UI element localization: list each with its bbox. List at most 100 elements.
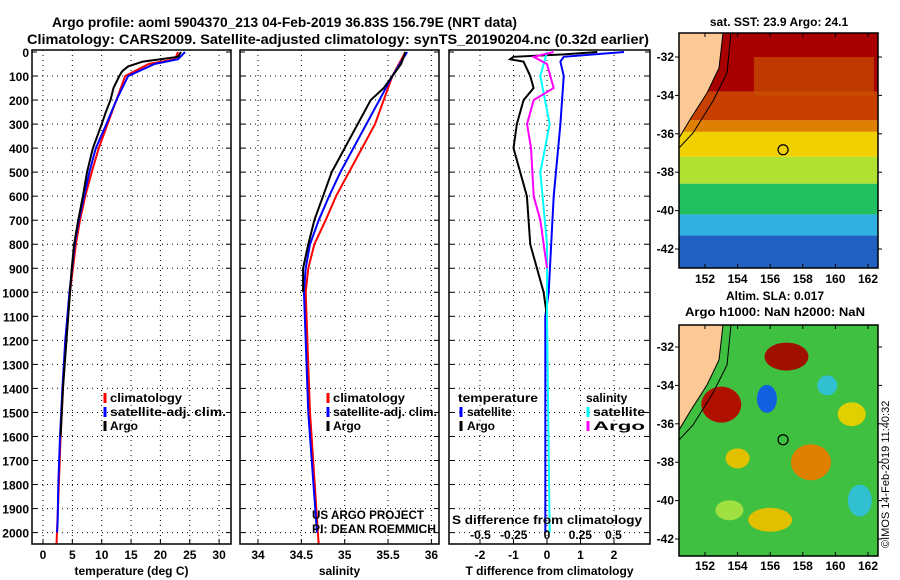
y-tick-label: 700	[9, 214, 29, 228]
series-line-argo	[59, 51, 182, 437]
lat-tick-label: -34	[657, 378, 675, 392]
x-tick-label: 34	[251, 548, 265, 562]
lat-tick-label: -32	[657, 340, 675, 354]
y-tick-label: 1500	[2, 406, 29, 420]
lon-tick-label: 160	[825, 559, 845, 573]
y-tick-label: 900	[9, 262, 29, 276]
legend-label: Argo	[110, 419, 138, 433]
float-location-marker	[777, 144, 789, 156]
map-frame	[678, 32, 879, 269]
x-tick-label: 20	[154, 548, 168, 562]
sla-eddy	[756, 384, 777, 413]
map-field	[679, 325, 878, 556]
land-australia	[679, 33, 724, 139]
series-line-argo	[302, 51, 407, 293]
s-axis-label: S difference from climatology	[452, 513, 642, 527]
y-tick-label: 200	[9, 94, 29, 108]
sla-eddy	[748, 507, 793, 532]
sla-eddy	[715, 500, 744, 521]
sla-eddy	[817, 375, 838, 396]
y-tick-label: 1600	[2, 430, 29, 444]
legend-title-salinity: salinity	[586, 391, 628, 405]
series-line-t-argo	[507, 51, 598, 317]
plot-frame	[31, 49, 232, 545]
sla-eddy	[837, 402, 866, 427]
y-tick-label: 100	[9, 70, 29, 84]
y-tick-label: 2000	[2, 527, 29, 541]
sst-band	[679, 120, 878, 132]
series-line-satellite-adj-clim-	[56, 51, 186, 533]
y-tick-label: 300	[9, 118, 29, 132]
float-location-marker	[777, 434, 789, 446]
lon-tick-label: 154	[728, 272, 748, 286]
lon-tick-label: 162	[858, 559, 878, 573]
sla-eddy	[701, 386, 742, 423]
sst-band	[679, 156, 878, 184]
legend-label: satellite	[593, 405, 645, 419]
x-axis-label: temperature (deg C)	[74, 564, 188, 578]
x-tick-label: 30	[212, 548, 226, 562]
sst-band	[679, 235, 878, 268]
lon-tick-label: 156	[760, 559, 780, 573]
sst-map-title: sat. SST: 23.9 Argo: 24.1	[710, 15, 849, 29]
y-tick-label: 1800	[2, 479, 29, 493]
y-tick-label: 1400	[2, 382, 29, 396]
s-tick-label: -0.5	[470, 528, 491, 542]
s-tick-label: 0	[544, 528, 551, 542]
credit-line-1: US ARGO PROJECT	[312, 508, 425, 522]
depth-contour	[679, 33, 732, 149]
y-tick-label: 600	[9, 190, 29, 204]
y-tick-label: 1100	[3, 310, 29, 324]
lon-tick-label: 154	[728, 559, 748, 573]
lon-tick-label: 158	[793, 559, 813, 573]
sla-eddy	[725, 448, 750, 469]
x-tick-label: 0	[544, 548, 551, 562]
lon-tick-label: 162	[858, 272, 878, 286]
legend-title-temperature: temperature	[458, 391, 538, 405]
sst-band	[679, 131, 878, 157]
lon-tick-label: 156	[760, 272, 780, 286]
copyright-label: ©IMOS 14-Feb-2019 11:40:32	[880, 400, 892, 548]
x-tick-label: 25	[183, 548, 197, 562]
x-axis-label: T difference from climatology	[465, 564, 633, 578]
lat-tick-label: -42	[657, 242, 675, 256]
plot-frame	[448, 49, 651, 545]
sst-band	[679, 214, 878, 236]
x-tick-label: 10	[95, 548, 109, 562]
lat-tick-label: -36	[657, 127, 675, 141]
lat-tick-label: -38	[657, 455, 675, 469]
lat-tick-label: -40	[657, 494, 675, 508]
lon-tick-label: 160	[825, 272, 845, 286]
lat-tick-label: -32	[657, 50, 675, 64]
sst-patch	[753, 57, 874, 96]
credit-line-2: PI: DEAN ROEMMICH	[312, 522, 436, 536]
x-tick-label: 1	[577, 548, 584, 562]
x-tick-label: 34.5	[290, 548, 314, 562]
legend-label: climatology	[110, 391, 182, 405]
x-tick-label: 2	[611, 548, 618, 562]
x-tick-label: 15	[124, 548, 138, 562]
lat-tick-label: -42	[657, 532, 675, 546]
y-tick-label: 400	[9, 142, 29, 156]
x-tick-label: 0	[40, 548, 47, 562]
legend-label: satellite-adj. clim.	[333, 405, 437, 419]
y-tick-label: 1200	[2, 334, 29, 348]
lon-tick-label: 158	[793, 272, 813, 286]
legend-label: satellite	[467, 405, 512, 419]
series-line-s-argo	[526, 51, 555, 269]
y-tick-label: 1700	[2, 455, 29, 469]
x-tick-label: 35	[338, 548, 352, 562]
series-line-climatology	[304, 51, 407, 545]
lon-tick-label: 152	[695, 559, 715, 573]
y-tick-label: 1300	[2, 358, 29, 372]
plot-frame	[239, 49, 440, 545]
series-line-s-satellite	[539, 51, 551, 533]
sst-band	[679, 183, 878, 215]
s-tick-label: 0.25	[569, 528, 593, 542]
sla-eddy	[790, 444, 831, 481]
x-tick-label: 5	[69, 548, 76, 562]
x-tick-label: 36	[425, 548, 439, 562]
legend-label: climatology	[333, 391, 405, 405]
